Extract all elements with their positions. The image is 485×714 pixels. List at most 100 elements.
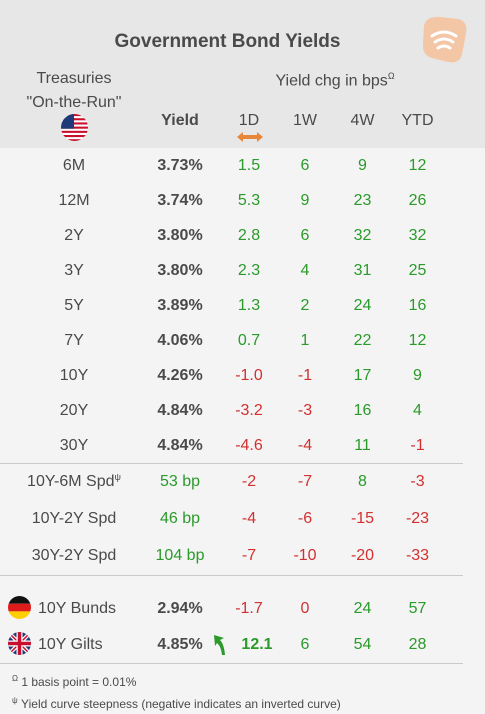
change-4w: 9 [358, 157, 367, 174]
change-1w: 6 [300, 157, 310, 174]
page-title: Government Bond Yields [114, 31, 341, 52]
change-4w: 11 [354, 437, 371, 454]
change-1d: 12.1 [241, 636, 273, 653]
change-1d: 2.8 [237, 227, 261, 244]
table-row: 5Y 3.89% 1.3 2 24 16 [0, 288, 485, 323]
yield-value: 3.80% [157, 227, 203, 244]
uk-flag-icon [8, 632, 31, 655]
yield-value: 3.89% [157, 297, 203, 314]
change-ytd: 16 [408, 297, 427, 314]
spread-row: 30Y-2Y Spd 104 bp -7 -10 -20 -33 [0, 538, 485, 573]
table-row: 10Y 4.26% -1.0 -1 17 9 [0, 358, 485, 393]
table-header: Government Bond Yields Treasuries "On-th… [0, 0, 485, 148]
col-1w: 1W [293, 112, 317, 129]
change-1w: -10 [293, 547, 317, 564]
change-ytd: -33 [405, 547, 430, 564]
change-4w: 16 [353, 402, 372, 419]
double-arrow-icon [237, 132, 263, 142]
spread-row: 10Y-6M Spdψ 53 bp -2 -7 8 -3 [0, 464, 485, 499]
yield-value: 4.84% [157, 437, 203, 454]
change-ytd: 25 [408, 262, 427, 279]
change-ytd: 32 [408, 227, 427, 244]
change-1w: 0 [300, 600, 310, 617]
change-ytd: -1 [410, 437, 425, 454]
footnote-basis-point: Ω 1 basis point = 0.01% [12, 674, 137, 689]
row-label: 30Y-2Y Spd [31, 547, 117, 564]
change-1w: 1 [300, 332, 310, 349]
col-ytd: YTD [401, 112, 434, 129]
change-4w: 32 [353, 227, 372, 244]
row-label: 10Y-6M Spdψ [27, 472, 121, 490]
row-label: 10Y Bunds [38, 600, 116, 617]
change-ytd: 4 [413, 402, 422, 419]
change-1d: -3.2 [235, 402, 263, 419]
yield-value: 3.74% [157, 192, 203, 209]
row-label: 5Y [64, 297, 84, 314]
change-1d: 0.7 [237, 332, 261, 349]
change-4w: 22 [353, 332, 372, 349]
change-1w: 6 [300, 227, 310, 244]
change-ytd: 26 [408, 192, 427, 209]
change-1d: 1.3 [237, 297, 261, 314]
col-4w: 4W [350, 112, 375, 129]
table-row: 6M 3.73% 1.5 6 9 12 [0, 148, 485, 183]
change-ytd: 12 [408, 157, 427, 174]
yield-value: 3.73% [157, 157, 203, 174]
change-1w: 9 [300, 192, 310, 209]
change-4w: 24 [353, 297, 372, 314]
change-1d: -1.0 [235, 367, 263, 384]
table-row: 2Y 3.80% 2.8 6 32 32 [0, 218, 485, 253]
change-1d: 1.5 [237, 157, 261, 174]
change-4w: -15 [350, 510, 375, 527]
change-1w: 4 [300, 262, 310, 279]
change-1d: -7 [241, 547, 257, 564]
row-label: 10Y-2Y Spd [31, 510, 117, 527]
change-1w: 6 [300, 636, 310, 653]
change-1w: 2 [300, 297, 310, 314]
change-4w: 23 [353, 192, 372, 209]
divider [0, 575, 463, 576]
table-row: 12M 3.74% 5.3 9 23 26 [0, 183, 485, 218]
yield-value: 4.06% [157, 332, 203, 349]
yield-value: 3.80% [157, 262, 203, 279]
us-flag-icon [61, 114, 88, 141]
table-row: 3Y 3.80% 2.3 4 31 25 [0, 253, 485, 288]
change-1d: -4 [241, 510, 257, 527]
change-1w: -3 [297, 402, 313, 419]
yield-value: 2.94% [157, 600, 203, 617]
row-label: 3Y [64, 262, 84, 279]
change-1d: -4.6 [235, 437, 263, 454]
yield-value: 4.85% [157, 636, 203, 653]
change-4w: 54 [353, 636, 372, 653]
col-yield: Yield [161, 112, 199, 129]
divider [0, 663, 463, 664]
change-ytd: 12 [408, 332, 427, 349]
on-the-run-label: "On-the-Run" [26, 94, 122, 111]
change-ytd: 28 [408, 636, 427, 653]
change-4w: 24 [353, 600, 372, 617]
gilts-row: 10Y Gilts 4.85% 12.1 6 54 28 [0, 627, 485, 662]
yield-value: 4.84% [157, 402, 203, 419]
table-row: 30Y 4.84% -4.6 -4 11 -1 [0, 428, 485, 463]
change-1d: 5.3 [237, 192, 261, 209]
row-label: 10Y Gilts [38, 636, 103, 653]
change-4w: 8 [358, 473, 367, 490]
signal-logo-icon [422, 16, 467, 63]
yield-value: 46 bp [159, 510, 201, 527]
bunds-row: 10Y Bunds 2.94% -1.7 0 24 57 [0, 591, 485, 626]
yield-value: 4.26% [157, 367, 203, 384]
row-label: 12M [58, 192, 90, 209]
table-row: 20Y 4.84% -3.2 -3 16 4 [0, 393, 485, 428]
treasuries-label: Treasuries [36, 70, 112, 87]
change-1d: 2.3 [237, 262, 261, 279]
change-4w: 31 [353, 262, 372, 279]
change-4w: 17 [353, 367, 372, 384]
change-1w: -7 [297, 473, 313, 490]
row-label: 2Y [64, 227, 84, 244]
change-1w: -1 [297, 367, 313, 384]
up-arrow-icon [214, 635, 225, 655]
change-4w: -20 [350, 547, 375, 564]
row-label: 30Y [59, 437, 89, 454]
change-1d: -2 [241, 473, 257, 490]
